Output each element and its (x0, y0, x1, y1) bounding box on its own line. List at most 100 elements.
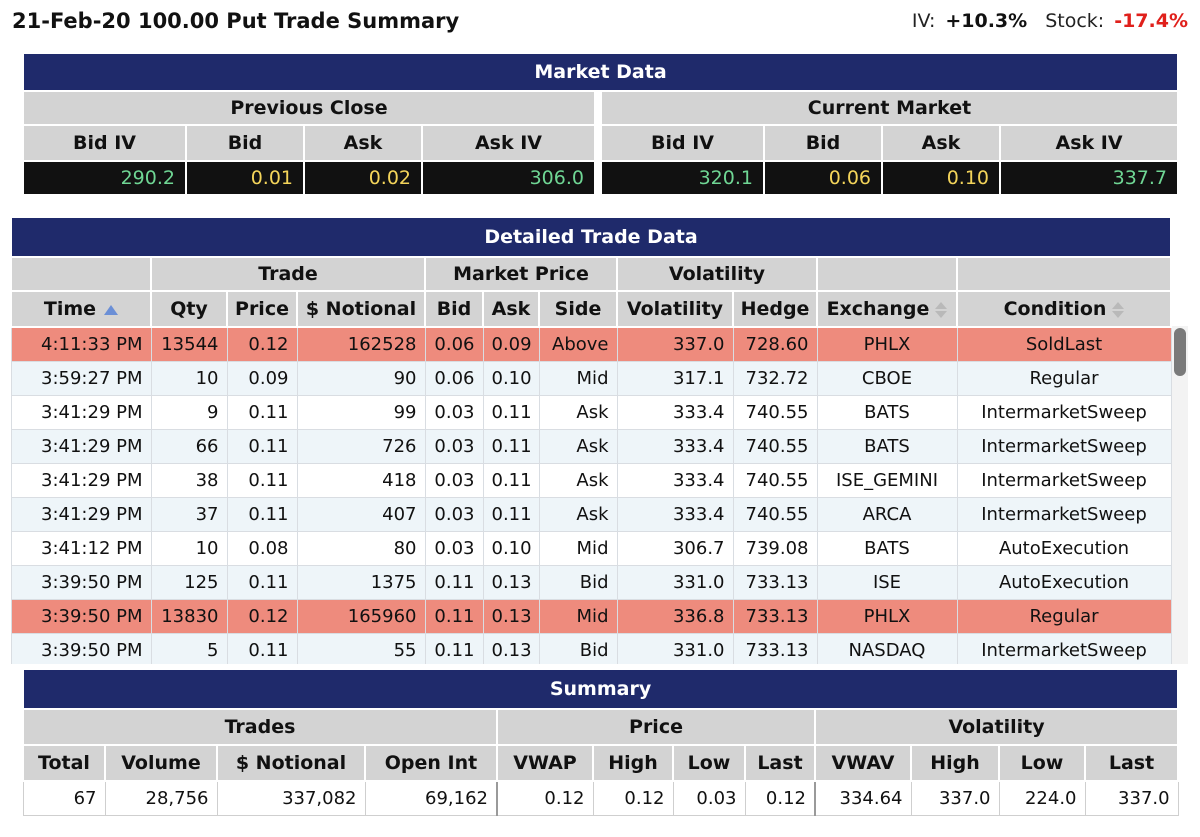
trade-ask: 0.13 (482, 564, 540, 600)
table-row[interactable]: 3:41:29 PM 66 0.11 726 0.03 0.11 Ask 333.4 740.5… (10, 428, 1172, 464)
trade-price: 0.09 (226, 360, 298, 396)
table-row[interactable]: 3:39:50 PM 125 0.11 1375 0.11 0.13 Bid 331.0 733… (10, 564, 1172, 600)
trade-hedge: 739.08 (732, 530, 818, 566)
summary-price-header: Price (496, 708, 816, 746)
prev-ask-iv-header: Ask IV (421, 124, 596, 162)
table-row[interactable]: 4:11:33 PM 13544 0.12 162528 0.06 0.09 Above 33… (10, 326, 1172, 362)
trade-qty: 13830 (150, 598, 228, 634)
trade-notional: 90 (296, 360, 426, 396)
trade-volatility: 333.4 (616, 394, 734, 430)
summary-vol-high-value: 337.0 (910, 780, 1000, 816)
sort-ascending-icon[interactable] (104, 304, 119, 315)
trade-price: 0.11 (226, 462, 298, 498)
stock-change-value: -17.4% (1114, 10, 1188, 32)
bid-column-header[interactable]: Bid (424, 290, 484, 328)
trade-price: 0.11 (226, 394, 298, 430)
cur-bid-value: 0.06 (763, 160, 883, 196)
side-column-header[interactable]: Side (538, 290, 618, 328)
trade-condition: IntermarketSweep (956, 462, 1172, 498)
summary-vol-high-header: High (910, 744, 1000, 782)
trade-exchange: ISE (816, 564, 958, 600)
qty-column-header[interactable]: Qty (150, 290, 228, 328)
summary-table: Summary Trades Price Volatility Total Vol… (21, 668, 1180, 816)
prev-ask-header: Ask (303, 124, 423, 162)
summary-vwap-value: 0.12 (496, 780, 594, 816)
iv-change-value: +10.3% (945, 10, 1028, 32)
sort-toggle-icon[interactable] (935, 301, 948, 318)
exchange-column-header[interactable]: Exchange (816, 290, 958, 328)
summary-vwav-value: 334.64 (814, 780, 912, 816)
prev-bid-header: Bid (185, 124, 305, 162)
table-row[interactable]: 3:39:50 PM 13830 0.12 165960 0.11 0.13 Mid 336.… (10, 598, 1172, 634)
summary-price-last-value: 0.12 (744, 780, 816, 816)
trade-side: Mid (538, 530, 618, 566)
condition-column-header[interactable]: Condition (956, 290, 1172, 328)
trade-notional: 165960 (296, 598, 426, 634)
summary-open-int-header: Open Int (364, 744, 498, 782)
trade-time: 3:41:29 PM (10, 462, 152, 498)
summary-price-last-header: Last (744, 744, 816, 782)
trade-bid: 0.03 (424, 428, 484, 464)
trade-side: Above (538, 326, 618, 362)
summary-volume-header: Volume (104, 744, 218, 782)
prev-bid-iv-value: 290.2 (22, 160, 187, 196)
trade-side: Ask (538, 462, 618, 498)
volatility-column-header[interactable]: Volatility (616, 290, 734, 328)
trade-exchange: BATS (816, 428, 958, 464)
trade-ask: 0.13 (482, 632, 540, 664)
trade-hedge: 733.13 (732, 564, 818, 600)
trade-side: Mid (538, 598, 618, 634)
summary-total-header: Total (22, 744, 106, 782)
trade-data-table: Detailed Trade Data Trade Market Price V… (10, 216, 1172, 664)
trade-data-banner: Detailed Trade Data (10, 216, 1172, 258)
trade-volatility: 333.4 (616, 496, 734, 532)
trade-ask: 0.11 (482, 394, 540, 430)
trade-time: 3:39:50 PM (10, 598, 152, 634)
notional-column-header[interactable]: $ Notional (296, 290, 426, 328)
trade-notional: 80 (296, 530, 426, 566)
summary-vol-low-value: 224.0 (998, 780, 1086, 816)
summary-vwav-header: VWAV (814, 744, 912, 782)
summary-vol-last-value: 337.0 (1084, 780, 1179, 816)
cur-bid-iv-header: Bid IV (600, 124, 765, 162)
trade-qty: 13544 (150, 326, 228, 362)
trade-notional: 1375 (296, 564, 426, 600)
trade-bid: 0.03 (424, 394, 484, 430)
trade-side: Mid (538, 360, 618, 396)
market-data-table: Market Data Previous Close Current Marke… (21, 52, 1180, 196)
trade-side: Ask (538, 428, 618, 464)
current-market-header: Current Market (599, 90, 1180, 126)
time-column-header[interactable]: Time (10, 290, 152, 328)
table-row[interactable]: 3:41:29 PM 9 0.11 99 0.03 0.11 Ask 333.4 740.55 B… (10, 394, 1172, 430)
trade-notional: 162528 (296, 326, 426, 362)
trade-table-scrollbar[interactable] (1172, 326, 1188, 664)
table-row[interactable]: 3:59:27 PM 10 0.09 90 0.06 0.10 Mid 317.1 732.72… (10, 360, 1172, 396)
sort-toggle-icon[interactable] (1112, 301, 1125, 318)
trade-price: 0.11 (226, 496, 298, 532)
summary-price-low-header: Low (672, 744, 746, 782)
trade-ask: 0.11 (482, 428, 540, 464)
prev-ask-iv-value: 306.0 (421, 160, 596, 196)
trade-hedge: 728.60 (732, 326, 818, 362)
table-row[interactable]: 3:39:50 PM 5 0.11 55 0.11 0.13 Bid 331.0 733.13 N… (10, 632, 1172, 664)
hedge-column-header[interactable]: Hedge (732, 290, 818, 328)
summary-trades-header: Trades (22, 708, 498, 746)
trade-time: 3:41:12 PM (10, 530, 152, 566)
scrollbar-thumb[interactable] (1174, 328, 1186, 376)
trade-time: 4:11:33 PM (10, 326, 152, 362)
trade-condition: IntermarketSweep (956, 632, 1172, 664)
table-row[interactable]: 3:41:29 PM 38 0.11 418 0.03 0.11 Ask 333.4 740.5… (10, 462, 1172, 498)
summary-open-int-value: 69,162 (364, 780, 498, 816)
trade-ask: 0.11 (482, 496, 540, 532)
summary-volume-value: 28,756 (104, 780, 218, 816)
cur-ask-value: 0.10 (881, 160, 1001, 196)
price-column-header[interactable]: Price (226, 290, 298, 328)
table-row[interactable]: 3:41:12 PM 10 0.08 80 0.03 0.10 Mid 306.7 739.08… (10, 530, 1172, 566)
trade-bid: 0.11 (424, 598, 484, 634)
iv-label: IV: (911, 10, 936, 32)
trade-ask: 0.10 (482, 530, 540, 566)
trade-side: Ask (538, 394, 618, 430)
trade-time: 3:39:50 PM (10, 564, 152, 600)
ask-column-header[interactable]: Ask (482, 290, 540, 328)
table-row[interactable]: 3:41:29 PM 37 0.11 407 0.03 0.11 Ask 333.4 740.5… (10, 496, 1172, 532)
